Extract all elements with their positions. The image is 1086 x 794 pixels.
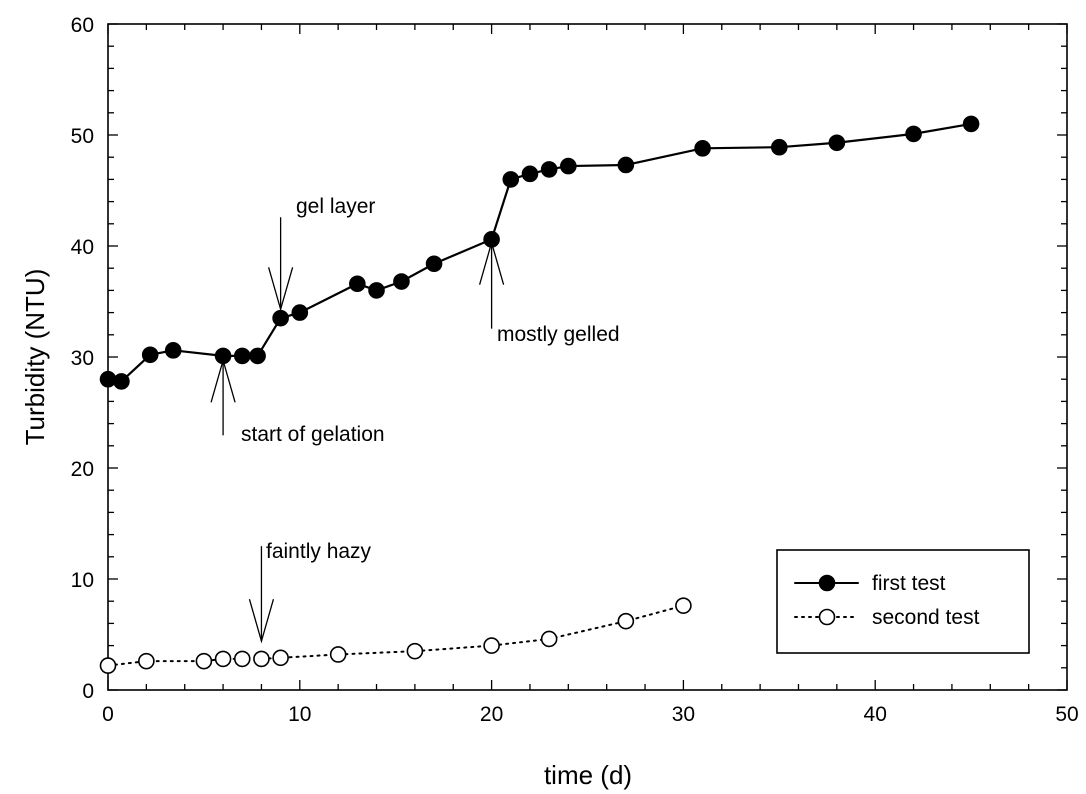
annotations: gel layer start of gelation mostly gelled f… bbox=[210, 195, 620, 644]
first-test-point bbox=[425, 255, 443, 273]
first-test-point bbox=[291, 304, 309, 321]
second-test-point bbox=[617, 612, 635, 630]
first-test-point bbox=[368, 282, 385, 299]
legend-label-1: first test bbox=[872, 572, 946, 595]
first-test-point bbox=[483, 231, 500, 248]
legend-marker-1 bbox=[818, 574, 836, 592]
first-test-point bbox=[393, 273, 410, 290]
y-tick-label: 20 bbox=[71, 458, 94, 481]
annotation-label: start of gelation bbox=[241, 423, 385, 446]
y-tick-label: 40 bbox=[71, 236, 94, 259]
second-test-point bbox=[272, 649, 289, 667]
y-tick-label: 0 bbox=[82, 680, 94, 703]
second-test-point bbox=[233, 650, 251, 668]
x-tick-label: 20 bbox=[480, 703, 503, 726]
series-line-1 bbox=[106, 122, 973, 383]
legend-box bbox=[776, 549, 1030, 654]
arrow-head bbox=[267, 267, 294, 312]
second-test-point bbox=[99, 657, 117, 674]
first-test-point bbox=[233, 347, 251, 365]
first-test-point bbox=[828, 134, 846, 152]
annotation-arrow bbox=[478, 240, 505, 329]
annotation-label: mostly gelled bbox=[497, 323, 620, 346]
y-axis-title: Turbidity (NTU) bbox=[20, 269, 50, 446]
first-test-point bbox=[164, 342, 182, 359]
first-test-point bbox=[113, 373, 130, 390]
second-test-point bbox=[329, 646, 347, 663]
first-test-point bbox=[502, 171, 520, 188]
first-test-point bbox=[272, 309, 289, 327]
y-tick-label: 50 bbox=[71, 125, 94, 148]
second-test-point bbox=[406, 642, 424, 660]
first-test-point bbox=[141, 346, 159, 364]
arrow-head bbox=[248, 598, 275, 644]
first-test-point bbox=[770, 138, 788, 156]
annotation-arrow bbox=[248, 546, 275, 644]
series-line-2 bbox=[107, 604, 685, 667]
first-test-point bbox=[349, 275, 366, 293]
first-test-point bbox=[249, 347, 266, 365]
second-test-point bbox=[483, 637, 500, 654]
second-test-point bbox=[253, 650, 270, 668]
second-test-point bbox=[195, 652, 213, 670]
x-tick-label: 40 bbox=[864, 703, 887, 726]
first-test-point bbox=[560, 157, 577, 175]
first-test-point bbox=[214, 347, 232, 365]
second-test-point bbox=[675, 597, 692, 614]
x-tick-label: 30 bbox=[672, 703, 695, 726]
second-test-point bbox=[214, 650, 232, 668]
legend-label-2: second test bbox=[872, 606, 980, 629]
second-test-point bbox=[540, 630, 558, 648]
x-axis-title: time (d) bbox=[544, 760, 632, 790]
first-test-point bbox=[99, 370, 117, 388]
legend-marker-2 bbox=[818, 608, 836, 626]
series-layer bbox=[99, 115, 980, 674]
x-tick-label: 0 bbox=[102, 703, 114, 726]
first-test-point bbox=[521, 165, 539, 183]
x-tick-label: 10 bbox=[288, 703, 311, 726]
first-test-point bbox=[962, 115, 980, 133]
first-test-point bbox=[905, 125, 922, 143]
first-test-point bbox=[694, 140, 711, 157]
annotation-arrow bbox=[210, 357, 236, 436]
y-tick-label: 60 bbox=[71, 14, 94, 37]
annotation-arrow bbox=[267, 217, 294, 312]
first-test-point bbox=[617, 156, 635, 174]
legend: first test second test bbox=[776, 549, 1030, 654]
x-tick-label: 50 bbox=[1055, 703, 1078, 726]
annotation-label: gel layer bbox=[296, 195, 375, 218]
axes: 0 10 20 30 40 50 0 10 20 30 40 50 60 time (d) Turbidit… bbox=[20, 14, 1079, 790]
annotation-label: faintly hazy bbox=[266, 540, 372, 563]
second-test-point bbox=[138, 652, 155, 670]
y-tick-label: 30 bbox=[71, 347, 94, 370]
y-tick-label: 10 bbox=[71, 569, 94, 592]
first-test-point bbox=[540, 161, 558, 178]
